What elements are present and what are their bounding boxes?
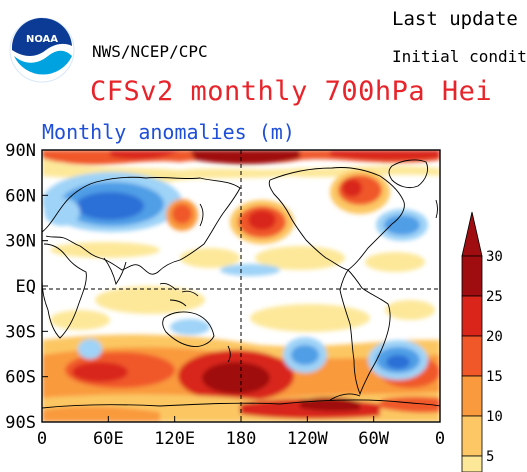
lat-tick-label: 90S [5,413,36,433]
colorbar-label: 15 [486,369,503,385]
lat-tick-label: 30S [5,322,36,342]
colorbar-swatch [461,255,483,297]
last-update-label: Last update [392,8,518,30]
map-subtitle: Monthly anomalies (m) [42,120,295,144]
colorbar: 30 25 20 15 10 5 [461,211,503,472]
axis-ticks [41,149,441,423]
lat-tick-label: EQ [16,277,36,297]
lon-tick-label: 180 [226,429,257,449]
noaa-logo-text: NOAA [26,34,58,45]
lon-tick-label: 120E [154,429,195,449]
colorbar-swatch [461,455,483,472]
lon-tick-label: 60E [93,429,124,449]
lat-tick-label: 60N [5,186,36,206]
colorbar-swatch [461,295,483,337]
lat-tick-label: 30N [5,232,36,252]
colorbar-label: 20 [486,329,503,345]
colorbar-label: 5 [486,449,494,465]
lon-tick-label: 120W [287,429,329,449]
lon-tick-label: 60W [358,429,389,449]
colorbar-label: 30 [486,249,503,265]
latitude-axis: 90N 60N 30N EQ 30S 60S 90S [5,141,36,433]
colorbar-swatch [461,415,483,457]
coastlines [42,159,440,409]
longitude-axis: 0 60E 120E 180 120W 60W 0 [37,429,445,449]
colorbar-cap [461,211,483,257]
lat-tick-label: 60S [5,368,36,388]
lon-tick-label: 0 [37,429,47,449]
colorbar-label: 10 [486,409,503,425]
colorbar-swatch [461,335,483,377]
initial-conditions-label: Initial conditio [392,47,527,66]
noaa-logo: NOAA [9,17,75,83]
lon-tick-label: 0 [435,429,445,449]
colorbar-label: 25 [486,289,503,305]
agency-label: NWS/NCEP/CPC [92,42,208,61]
colorbar-swatch [461,375,483,417]
lat-tick-label: 90N [5,141,36,161]
page-title: CFSv2 monthly 700hPa Hei [90,76,493,107]
anomaly-field [42,150,440,422]
map-panel: 90N 60N 30N EQ 30S 60S 90S 0 60E 120E 180 120W 60W 0 [5,141,445,449]
